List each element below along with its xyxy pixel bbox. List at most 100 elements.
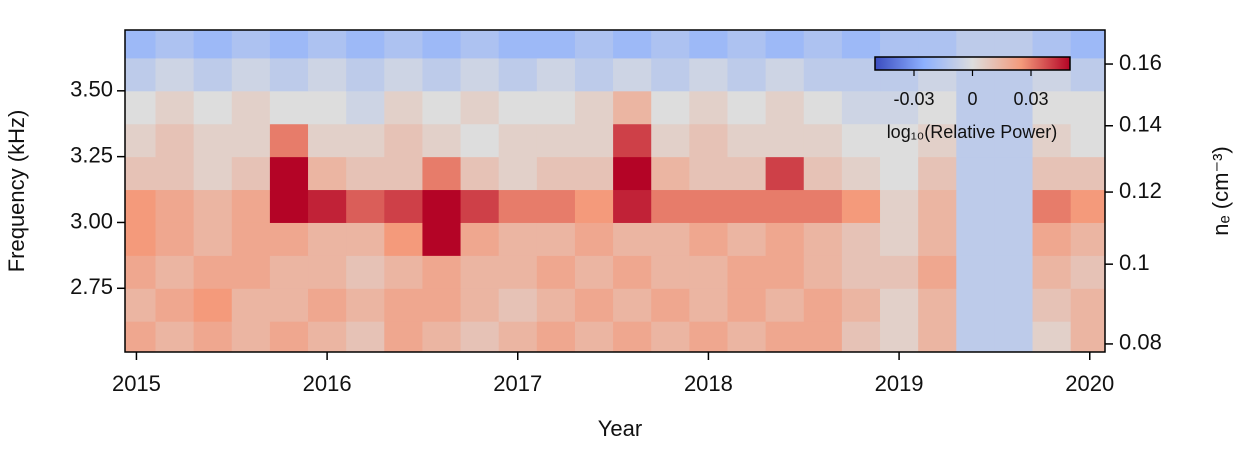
heatmap-cell bbox=[1032, 255, 1072, 289]
heatmap-cell bbox=[384, 30, 423, 59]
heatmap-cell bbox=[651, 123, 690, 158]
heatmap-cell bbox=[308, 57, 347, 92]
x-tick-label: 2020 bbox=[1065, 371, 1114, 396]
heatmap-cell bbox=[651, 57, 690, 92]
y2-tick-label: 0.08 bbox=[1119, 330, 1162, 355]
heatmap-cell bbox=[308, 90, 347, 125]
heatmap-cell bbox=[956, 255, 995, 289]
heatmap-cell bbox=[803, 156, 843, 191]
heatmap-cell bbox=[155, 123, 195, 158]
heatmap-cell bbox=[1070, 57, 1105, 92]
heatmap-cell bbox=[193, 288, 233, 322]
heatmap-cell bbox=[422, 156, 462, 191]
heatmap-cell bbox=[231, 90, 271, 125]
heatmap-cell bbox=[498, 288, 538, 322]
heatmap-cell bbox=[125, 288, 157, 322]
heatmap-cell bbox=[765, 30, 805, 59]
heatmap-cell bbox=[918, 189, 957, 223]
heatmap-cell bbox=[231, 189, 271, 223]
heatmap-cell bbox=[125, 156, 157, 191]
y-tick-label: 3.00 bbox=[70, 208, 113, 233]
heatmap-cell bbox=[1070, 90, 1105, 125]
heatmap-cell bbox=[346, 255, 385, 289]
heatmap-cell bbox=[308, 288, 347, 322]
heatmap-cell bbox=[956, 288, 995, 322]
heatmap-cell bbox=[841, 123, 881, 158]
heatmap-cell bbox=[918, 255, 957, 289]
heatmap-cell bbox=[727, 321, 767, 352]
heatmap-cell bbox=[574, 189, 614, 223]
heatmap-cell bbox=[1070, 156, 1105, 191]
heatmap-cell bbox=[880, 255, 919, 289]
heatmap-cell bbox=[574, 222, 614, 256]
heatmap-cell bbox=[727, 255, 767, 289]
heatmap-cell bbox=[384, 255, 423, 289]
heatmap-cell bbox=[574, 156, 614, 191]
heatmap-cell bbox=[765, 57, 805, 92]
colorbar-label: log₁₀(Relative Power) bbox=[887, 122, 1058, 142]
heatmap-cell bbox=[269, 222, 309, 256]
heatmap-cell bbox=[765, 123, 805, 158]
heatmap-cell bbox=[574, 255, 614, 289]
heatmap-cell bbox=[308, 123, 347, 158]
y-tick-label: 3.25 bbox=[70, 142, 113, 167]
colorbar bbox=[874, 56, 1071, 71]
heatmap-cell bbox=[880, 189, 919, 223]
heatmap-cell bbox=[574, 90, 614, 125]
heatmap-cell bbox=[269, 123, 309, 158]
heatmap-cell bbox=[346, 30, 385, 59]
heatmap-cell bbox=[803, 30, 843, 59]
heatmap-cell bbox=[193, 30, 233, 59]
heatmap-cell bbox=[308, 156, 347, 191]
heatmap-cell bbox=[841, 30, 881, 59]
heatmap-cell bbox=[346, 123, 385, 158]
heatmap-cell bbox=[651, 30, 690, 59]
heatmap-cell bbox=[803, 189, 843, 223]
heatmap-cell bbox=[155, 156, 195, 191]
heatmap-cell bbox=[269, 57, 309, 92]
heatmap-cell bbox=[498, 189, 538, 223]
heatmap-cell bbox=[994, 90, 1034, 125]
heatmap-cell bbox=[880, 90, 919, 125]
heatmap-cell bbox=[613, 288, 652, 322]
heatmap-cell bbox=[918, 222, 957, 256]
heatmap-cell bbox=[155, 90, 195, 125]
heatmap-cell bbox=[384, 222, 423, 256]
heatmap-cell bbox=[231, 255, 271, 289]
heatmap-cell bbox=[193, 321, 233, 352]
heatmap-cell bbox=[689, 57, 728, 92]
heatmap-cell bbox=[125, 57, 157, 92]
heatmap-cell bbox=[460, 222, 500, 256]
heatmap-cell bbox=[956, 123, 995, 158]
heatmap-cell bbox=[460, 57, 500, 92]
heatmap-cell bbox=[689, 189, 728, 223]
heatmap-cell bbox=[308, 189, 347, 223]
heatmap-cell bbox=[994, 189, 1034, 223]
heatmap-cell bbox=[574, 123, 614, 158]
heatmap-cell bbox=[803, 123, 843, 158]
heatmap-cell bbox=[880, 123, 919, 158]
heatmap-cell bbox=[1032, 90, 1072, 125]
heatmap-cell bbox=[727, 189, 767, 223]
heatmap-cell bbox=[1070, 288, 1105, 322]
heatmap-cell bbox=[155, 189, 195, 223]
heatmap-cell bbox=[460, 321, 500, 352]
heatmap-cell bbox=[727, 123, 767, 158]
heatmap-cell bbox=[727, 288, 767, 322]
heatmap-cell bbox=[880, 30, 919, 59]
heatmap-cell bbox=[384, 321, 423, 352]
heatmap-cell bbox=[956, 30, 995, 59]
heatmap-cell bbox=[536, 123, 576, 158]
heatmap-cell bbox=[308, 255, 347, 289]
heatmap-cell bbox=[536, 30, 576, 59]
y2-axis-label: nₑ (cm⁻³) bbox=[1208, 146, 1233, 235]
heatmap-cell bbox=[1032, 189, 1072, 223]
heatmap-cell bbox=[536, 255, 576, 289]
heatmap-cell bbox=[841, 288, 881, 322]
heatmap-cell bbox=[803, 321, 843, 352]
heatmap-cell bbox=[536, 222, 576, 256]
heatmap-cell bbox=[460, 255, 500, 289]
heatmap-cell bbox=[651, 90, 690, 125]
heatmap-cell bbox=[613, 189, 652, 223]
heatmap-cell bbox=[269, 255, 309, 289]
